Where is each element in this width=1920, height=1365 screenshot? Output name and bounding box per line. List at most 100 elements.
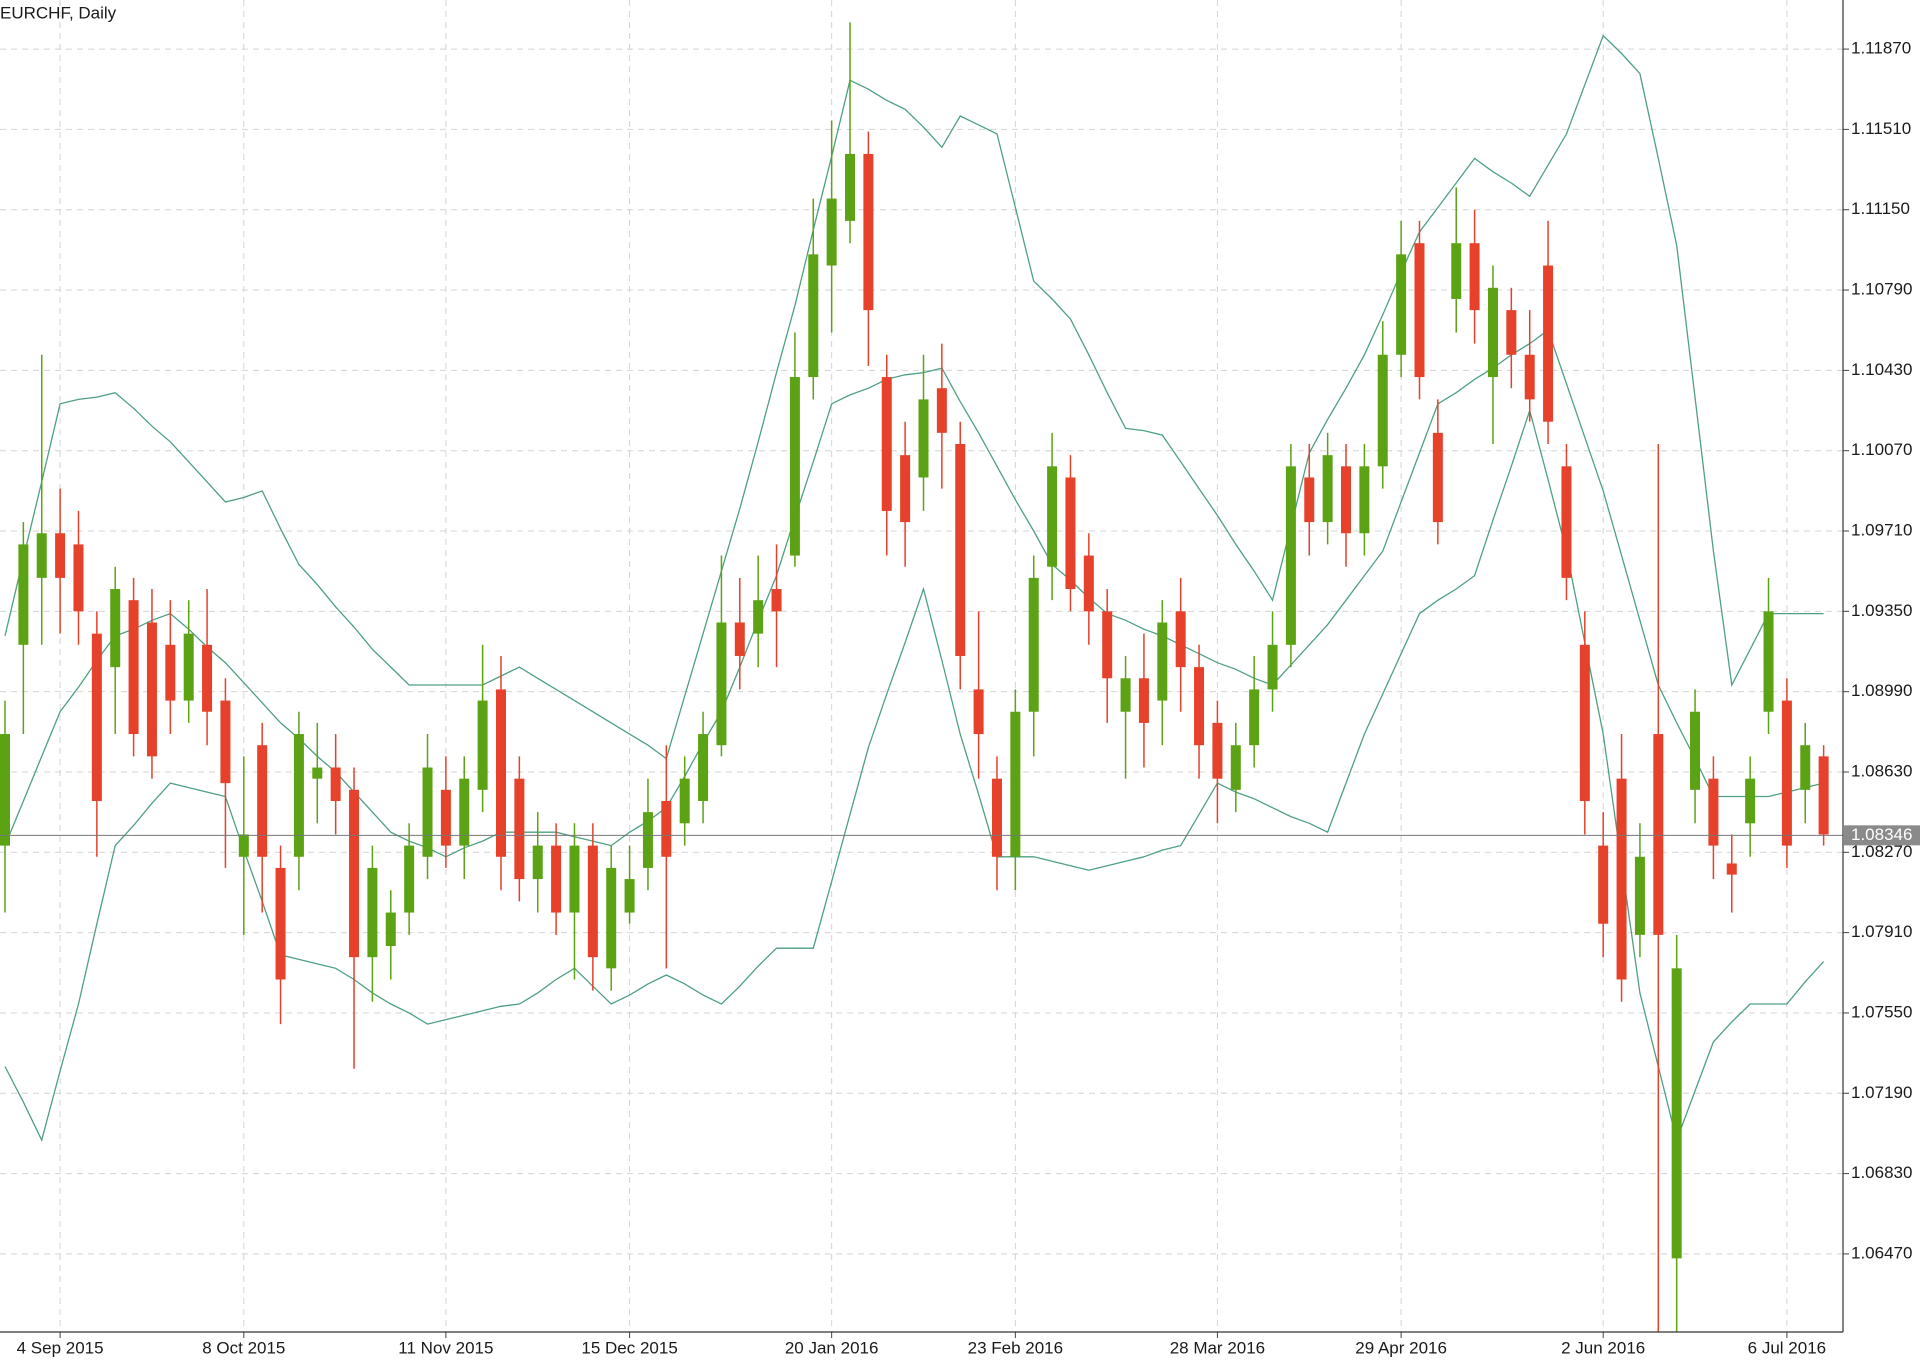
- y-tick-label: 1.09710: [1851, 520, 1912, 539]
- y-tick-label: 1.07910: [1851, 922, 1912, 941]
- y-tick-label: 1.08630: [1851, 761, 1912, 780]
- candle-body: [698, 734, 709, 801]
- candle-body: [955, 444, 966, 656]
- candle-body: [1579, 644, 1590, 801]
- candle-body: [1249, 689, 1260, 746]
- candle-body: [440, 789, 451, 846]
- candle-body: [1524, 354, 1535, 400]
- candle-body: [330, 767, 341, 801]
- candle-body: [128, 600, 139, 735]
- candle-body: [1671, 968, 1682, 1259]
- candle-body: [1304, 477, 1315, 523]
- candle-body: [863, 153, 874, 311]
- candle-body: [1194, 667, 1205, 746]
- candle-body: [587, 845, 598, 958]
- candle-body: [183, 633, 194, 701]
- candle-body: [1726, 863, 1737, 875]
- x-tick-label: 20 Jan 2016: [785, 1338, 879, 1357]
- candle-body: [1028, 577, 1039, 712]
- candle-body: [110, 589, 121, 668]
- candle-body: [36, 533, 47, 578]
- candle-body: [55, 533, 66, 578]
- candle-body: [422, 767, 433, 857]
- y-tick-label: 1.06470: [1851, 1243, 1912, 1262]
- candle-body: [1690, 711, 1701, 790]
- candle-body: [1322, 455, 1333, 523]
- candle-body: [1745, 778, 1756, 824]
- candle-body: [1598, 845, 1609, 924]
- candle-body: [716, 622, 727, 746]
- candle-body: [1083, 555, 1094, 612]
- candle-body: [275, 867, 286, 980]
- last-price-label: 1.08346: [1851, 825, 1912, 844]
- candle-body: [385, 912, 396, 947]
- candle-body: [1157, 622, 1168, 701]
- y-tick-label: 1.10070: [1851, 440, 1912, 459]
- plot-area: [0, 0, 1843, 1332]
- candle-body: [257, 745, 268, 857]
- candle-body: [495, 689, 506, 857]
- candle-body: [1359, 466, 1370, 534]
- candle-body: [349, 789, 360, 958]
- candle-body: [202, 644, 213, 712]
- candle-body: [606, 867, 617, 969]
- candle-body: [1781, 700, 1792, 846]
- candle-body: [1432, 432, 1443, 523]
- band-line: [4, 329, 1824, 858]
- candle-body: [514, 778, 525, 880]
- y-tick-label: 1.08270: [1851, 842, 1912, 861]
- candle-body: [1267, 644, 1278, 690]
- candle-body: [991, 778, 1002, 857]
- candle-body: [1653, 734, 1664, 935]
- x-tick-label: 11 Nov 2015: [398, 1338, 493, 1357]
- band-line: [4, 34, 1824, 760]
- x-tick-label: 23 Feb 2016: [968, 1338, 1063, 1357]
- candle-body: [826, 198, 837, 266]
- candle-body: [1047, 466, 1058, 567]
- candle-body: [1708, 778, 1719, 846]
- candle-body: [624, 879, 635, 913]
- candle-body: [1487, 287, 1498, 378]
- x-tick-label: 28 Mar 2016: [1170, 1338, 1265, 1357]
- candle-body: [845, 153, 856, 221]
- candle-body: [789, 377, 800, 556]
- candle-body: [1010, 711, 1021, 857]
- candle-body: [1561, 466, 1572, 578]
- candle-body: [1506, 310, 1517, 355]
- candle-body: [367, 867, 378, 958]
- candle-body: [1102, 611, 1113, 679]
- candle-body: [1175, 611, 1186, 668]
- candle-body: [1065, 477, 1076, 590]
- candle-body: [1800, 745, 1811, 790]
- y-tick-label: 1.07550: [1851, 1002, 1912, 1021]
- candle-body: [238, 834, 249, 857]
- candle-body: [551, 845, 562, 913]
- candle-body: [146, 622, 157, 757]
- candle-body: [1451, 243, 1462, 299]
- candle-body: [1396, 254, 1407, 355]
- candle-body: [91, 633, 102, 801]
- candle-body: [0, 734, 10, 846]
- candle-body: [881, 377, 892, 511]
- candle-body: [973, 689, 984, 735]
- y-tick-label: 1.11150: [1851, 199, 1910, 218]
- x-tick-label: 15 Dec 2015: [581, 1338, 677, 1357]
- candle-body: [1818, 756, 1829, 835]
- candle-body: [312, 767, 323, 779]
- candle-body: [918, 399, 929, 478]
- candle-body: [477, 700, 488, 790]
- candle-body: [1341, 466, 1352, 534]
- candle-body: [642, 812, 653, 868]
- candle-body: [1763, 611, 1774, 712]
- candle-body: [936, 388, 947, 433]
- candle-body: [165, 644, 176, 701]
- candle-body: [293, 734, 304, 857]
- candle-body: [569, 845, 580, 913]
- candle-body: [753, 600, 764, 634]
- candle-body: [1543, 265, 1554, 422]
- candle-body: [1469, 243, 1480, 311]
- candle-body: [679, 778, 690, 824]
- last-price-box: [1844, 825, 1920, 846]
